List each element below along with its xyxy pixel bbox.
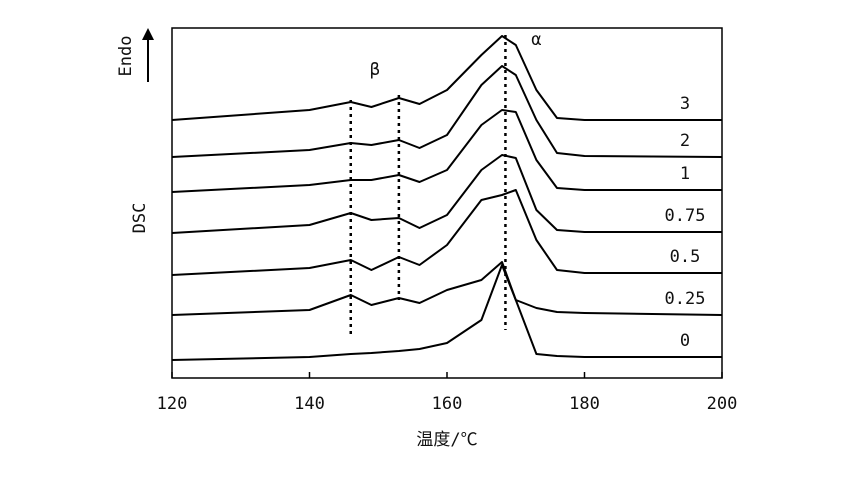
legend-label: 1 bbox=[680, 164, 690, 184]
x-tick-label: 200 bbox=[707, 394, 738, 414]
x-tick-label: 120 bbox=[157, 394, 188, 414]
series-line bbox=[171, 35, 722, 121]
plot-frame bbox=[171, 27, 723, 379]
series-line bbox=[171, 189, 722, 276]
legend-label: 2 bbox=[680, 131, 690, 151]
legend-label: 0 bbox=[680, 331, 690, 351]
series-line bbox=[171, 109, 722, 193]
x-tick-label: 140 bbox=[294, 394, 325, 414]
legend-label: 0.25 bbox=[665, 289, 706, 309]
y-axis-label: DSC bbox=[130, 203, 150, 234]
legend-label: 0.75 bbox=[665, 206, 706, 226]
x-tick-label: 160 bbox=[432, 394, 463, 414]
endo-label: Endo bbox=[116, 36, 136, 77]
x-axis-label: 温度/℃ bbox=[416, 430, 477, 450]
series-line bbox=[171, 154, 722, 234]
annotation: α bbox=[531, 30, 541, 50]
legend-label: 3 bbox=[680, 94, 690, 114]
series-line bbox=[171, 264, 722, 361]
endo-arrowhead bbox=[142, 28, 154, 40]
legend-label: 0.5 bbox=[670, 247, 701, 267]
series-line bbox=[171, 261, 723, 316]
annotation: β bbox=[370, 60, 380, 80]
series-line bbox=[171, 65, 723, 158]
x-tick-label: 180 bbox=[569, 394, 600, 414]
